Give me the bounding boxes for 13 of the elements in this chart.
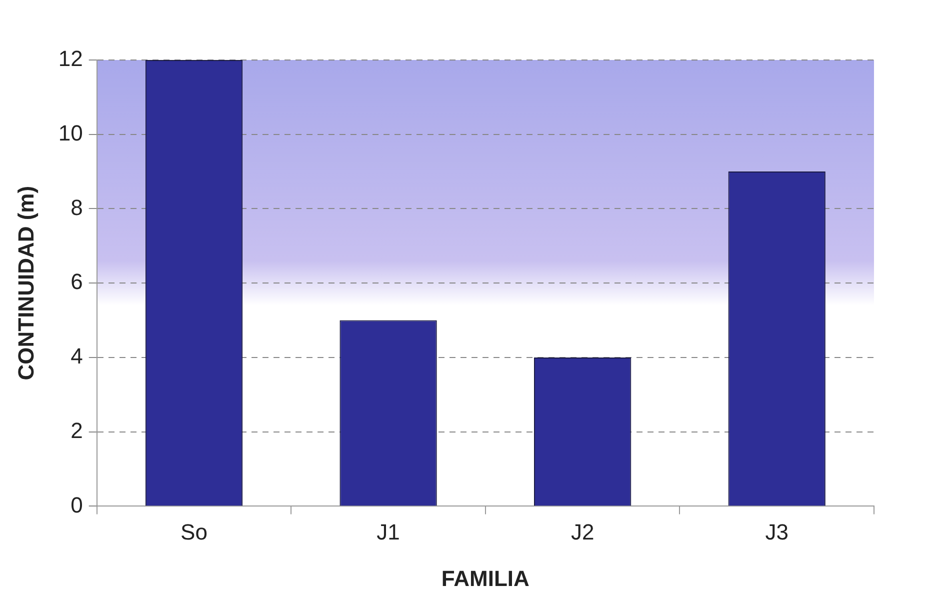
- y-tick-label: 4: [70, 344, 83, 369]
- y-tick-label: 2: [70, 418, 83, 443]
- x-tick-label: J3: [765, 519, 788, 544]
- x-tick-label: J2: [570, 519, 594, 544]
- x-tick-label: So: [180, 519, 208, 544]
- x-axis-title: FAMILIA: [441, 566, 530, 591]
- y-tick-label: 0: [70, 492, 83, 518]
- y-tick-label: 10: [58, 120, 83, 146]
- y-tick-label: 8: [70, 194, 83, 220]
- y-axis-title: CONTINUIDAD (m): [13, 186, 38, 380]
- y-tick-label: 6: [70, 269, 83, 294]
- x-tick-label: J1: [376, 519, 400, 544]
- y-tick-label: 12: [58, 46, 83, 72]
